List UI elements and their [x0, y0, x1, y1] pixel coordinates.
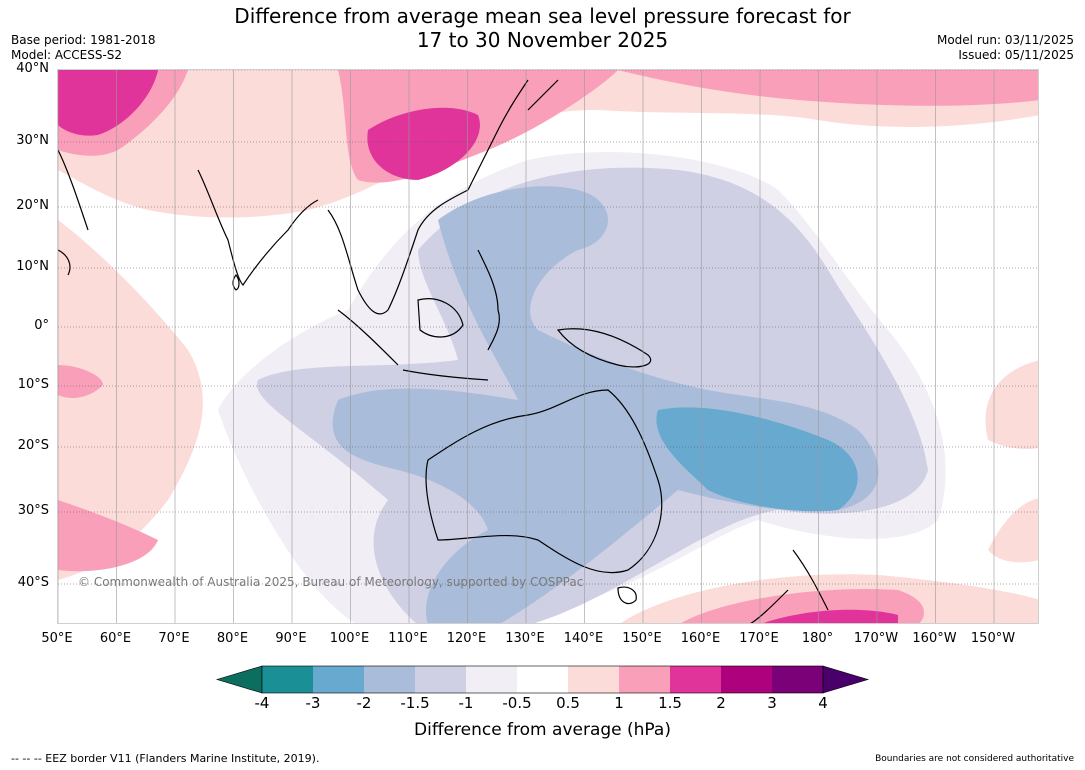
colorbar-outline — [261, 665, 824, 694]
colorbar-cell — [262, 666, 313, 693]
coastline-tasmania — [617, 586, 637, 605]
colorbar-cell — [466, 666, 517, 693]
anomaly-region-blue — [656, 407, 858, 512]
colorbar-cell — [517, 666, 568, 693]
coastline-indochina — [327, 189, 469, 315]
longitude-label: 160°W — [912, 631, 957, 646]
map-canvas: © Commonwealth of Australia 2025, Bureau… — [58, 70, 1038, 623]
coastline-japan — [527, 79, 559, 111]
latitude-label: 30°N — [16, 133, 49, 148]
longitude-label: 150°W — [970, 631, 1016, 646]
colorbar-cell — [568, 666, 619, 693]
longitude-label: 100°E — [329, 631, 370, 646]
longitude-label: 170°E — [739, 631, 779, 646]
longitude-label: 140°E — [563, 631, 604, 646]
colorbar-tick-label: 0.5 — [556, 694, 580, 712]
colorbar-tick-label: 3 — [767, 694, 777, 712]
coastline-africa — [58, 249, 71, 276]
anomaly-region-pale-pink-east — [985, 360, 1038, 449]
colorbar-tick-label: -4 — [254, 694, 270, 712]
colorbar-tick-label: -1 — [458, 694, 474, 712]
anomaly-region-magenta-south — [763, 609, 898, 623]
latitude-label: 30°S — [17, 503, 49, 518]
map-title: Difference from average mean sea level p… — [0, 4, 1085, 52]
colorbar-label: Difference from average (hPa) — [414, 720, 671, 740]
colorbar-tick-label: -0.5 — [502, 694, 532, 712]
model-name: Model: ACCESS-S2 — [11, 48, 123, 62]
title-line-1: Difference from average mean sea level p… — [234, 4, 851, 28]
model-run: Model run: 03/11/2025 — [936, 33, 1074, 47]
coastline-new-guinea — [556, 328, 652, 368]
copyright-notice: © Commonwealth of Australia 2025, Bureau… — [78, 575, 583, 589]
latitude-label: 40°N — [16, 61, 49, 76]
longitude-label: 170°W — [853, 631, 899, 646]
coastlines — [58, 79, 829, 623]
colorbar-extend-high — [822, 665, 870, 694]
anomaly-region-pink-indian — [58, 365, 103, 398]
colorbar-tick-label: -3 — [305, 694, 321, 712]
longitude-label: 150°E — [622, 631, 662, 646]
longitude-label: 50°E — [41, 631, 73, 646]
longitude-label: 90°E — [275, 631, 307, 646]
colorbar-tick-label: 2 — [716, 694, 726, 712]
longitude-label: 70°E — [158, 631, 190, 646]
graticule — [58, 70, 1038, 623]
latitude-label: 10°S — [17, 377, 49, 392]
colorbar-tick-label: -1.5 — [400, 694, 430, 712]
anomaly-region-pale-pink-north — [58, 70, 1038, 218]
eez-note: -- -- -- EEZ border V11 (Flanders Marine… — [11, 752, 320, 765]
coastline-philippines — [477, 249, 500, 351]
latitude-label: 10°N — [16, 259, 49, 274]
coastline-australia — [425, 389, 663, 574]
anomaly-region-pale-pink-west — [58, 220, 203, 580]
anomaly-region-magenta-north — [367, 107, 480, 180]
colorbar-cell — [313, 666, 364, 693]
colorbar-cell — [364, 666, 415, 693]
colorbar-cell — [721, 666, 772, 693]
latitude-label: 20°S — [17, 438, 49, 453]
coastline-india — [197, 169, 319, 286]
longitude-label: 120°E — [446, 631, 487, 646]
anomaly-region-magenta-tibet — [58, 70, 158, 136]
colorbar-cell — [670, 666, 721, 693]
base-period: Base period: 1981-2018 — [11, 33, 156, 47]
coastline-arabia — [58, 149, 89, 231]
colorbar-tick-label: 1 — [614, 694, 624, 712]
anomaly-region-pink-southwest — [58, 500, 158, 572]
colorbar-tick-label: 1.5 — [658, 694, 682, 712]
pressure-anomaly-map: © Commonwealth of Australia 2025, Bureau… — [57, 69, 1039, 624]
latitude-label: 0° — [34, 318, 49, 333]
coastline-sumatra — [337, 309, 399, 366]
meta-right: Model run: 03/11/2025 Issued: 05/11/2025 — [937, 33, 1074, 63]
title-line-2: 17 to 30 November 2025 — [416, 28, 669, 52]
longitude-label: 80°E — [216, 631, 249, 646]
latitude-label: 20°N — [16, 198, 49, 213]
boundary-disclaimer: Boundaries are not considered authoritat… — [875, 754, 1074, 764]
coastline-sri-lanka — [232, 274, 240, 291]
colorbar — [215, 665, 870, 694]
colorbar-cell — [415, 666, 466, 693]
colorbar-tick-label: -2 — [356, 694, 372, 712]
colorbar-cell — [772, 666, 823, 693]
latitude-label: 40°S — [17, 575, 49, 590]
meta-left: Base period: 1981-2018 Model: ACCESS-S2 — [11, 33, 156, 63]
colorbar-tick-label: 4 — [818, 694, 828, 712]
issued-date: Issued: 05/11/2025 — [958, 48, 1074, 62]
longitude-label: 110°E — [388, 631, 428, 646]
anomaly-region-blue-grey — [332, 186, 879, 623]
colorbar-extend-low — [215, 665, 263, 694]
longitude-label: 180° — [801, 631, 834, 646]
coastline-china — [467, 79, 529, 191]
coastline-new-zealand — [750, 549, 829, 623]
anomaly-region-pale-pink-se — [988, 498, 1038, 563]
coastline-java — [402, 369, 489, 381]
anomaly-region-pink-east — [618, 70, 1038, 106]
longitude-label: 130°E — [505, 631, 545, 646]
longitude-label: 160°E — [680, 631, 721, 646]
longitude-label: 60°E — [99, 631, 132, 646]
coastline-borneo — [417, 298, 464, 338]
colorbar-cell — [619, 666, 670, 693]
